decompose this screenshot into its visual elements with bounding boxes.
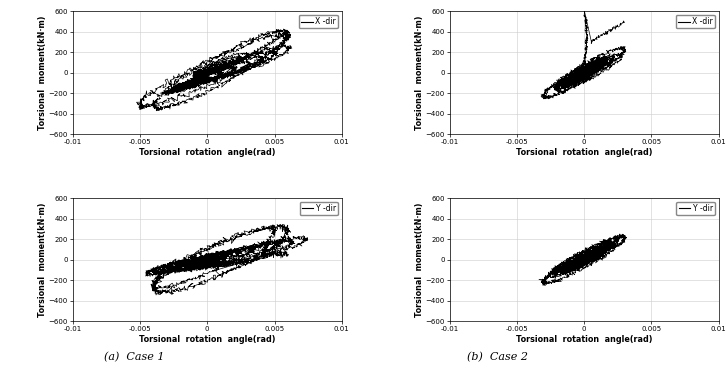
Y-axis label: Torsional  moment(kN·m): Torsional moment(kN·m) — [38, 15, 47, 130]
X-axis label: Torsional  rotation  angle(rad): Torsional rotation angle(rad) — [516, 335, 653, 344]
Legend: X -dir: X -dir — [676, 15, 715, 28]
X-axis label: Torsional  rotation  angle(rad): Torsional rotation angle(rad) — [516, 148, 653, 157]
Legend: Y -dir: Y -dir — [300, 202, 338, 215]
Y-axis label: Torsional  moment(kN·m): Torsional moment(kN·m) — [415, 15, 424, 130]
Y-axis label: Torsional  moment(kN·m): Torsional moment(kN·m) — [38, 202, 47, 317]
Text: (a)  Case 1: (a) Case 1 — [104, 351, 165, 362]
Y-axis label: Torsional  moment(kN·m): Torsional moment(kN·m) — [415, 202, 424, 317]
Text: (b)  Case 2: (b) Case 2 — [467, 351, 528, 362]
X-axis label: Torsional  rotation  angle(rad): Torsional rotation angle(rad) — [139, 148, 275, 157]
X-axis label: Torsional  rotation  angle(rad): Torsional rotation angle(rad) — [139, 335, 275, 344]
Legend: Y -dir: Y -dir — [677, 202, 715, 215]
Legend: X -dir: X -dir — [299, 15, 338, 28]
